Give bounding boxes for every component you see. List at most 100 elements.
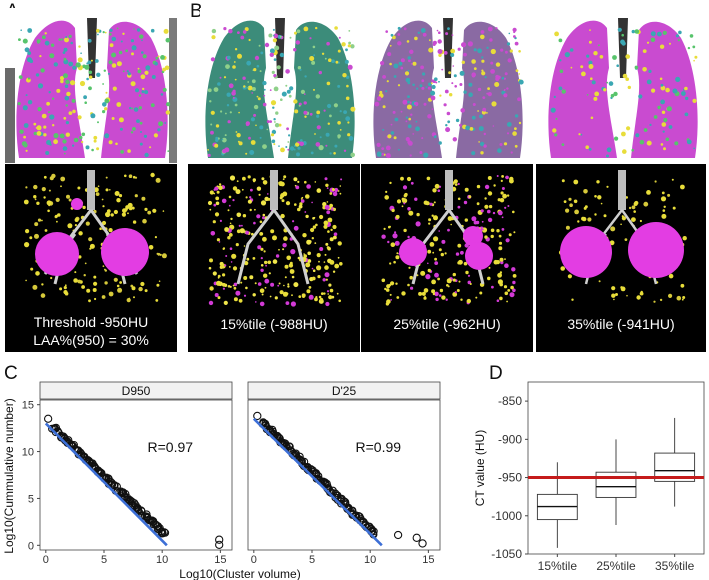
speckle-dot <box>432 292 436 296</box>
speckle-dot <box>59 76 65 81</box>
speckle-dot <box>239 228 245 234</box>
speckle-dot <box>423 152 429 158</box>
speckle-dot <box>347 121 350 124</box>
speckle-dot <box>285 146 288 148</box>
speckle-dot <box>327 230 330 233</box>
speckle-dot <box>323 292 326 295</box>
speckle-dot <box>250 117 255 122</box>
speckle-dot <box>432 251 435 254</box>
speckle-dot <box>423 200 428 205</box>
speckle-dot <box>157 55 160 58</box>
speckle-dot <box>559 69 564 74</box>
speckle-dot <box>480 34 485 40</box>
speckle-dot <box>32 284 38 290</box>
speckle-dot <box>486 112 488 114</box>
speckle-dot <box>660 83 664 87</box>
scatter-point <box>215 540 224 549</box>
speckle-dot <box>606 185 609 188</box>
speckle-dot <box>319 214 324 220</box>
speckle-dot <box>660 85 666 91</box>
speckle-dot <box>216 280 222 286</box>
speckle-dot <box>217 276 220 279</box>
speckle-dot <box>380 61 385 66</box>
speckle-dot <box>29 236 33 240</box>
speckle-dot <box>459 70 465 76</box>
speckle-dot <box>298 104 301 107</box>
speckle-dot <box>458 280 461 283</box>
speckle-dot <box>390 33 394 37</box>
render-3d-b1: 15%tile (-988HU) <box>188 164 360 352</box>
speckle-dot <box>578 133 581 136</box>
speckle-dot <box>77 186 81 190</box>
speckle-dot <box>227 236 231 240</box>
speckle-dot <box>567 274 572 279</box>
speckle-dot <box>408 210 414 216</box>
speckle-dot <box>142 87 145 91</box>
speckle-dot <box>53 139 58 145</box>
speckle-dot <box>72 144 75 147</box>
ct-lung-svg-b1 <box>205 18 356 159</box>
speckle-dot <box>398 148 400 151</box>
speckle-dot <box>244 261 249 266</box>
speckle-dot <box>350 106 356 112</box>
speckle-dot <box>262 80 267 86</box>
speckle-dot <box>126 298 131 303</box>
x-tick-label: 25%tile <box>596 559 636 573</box>
speckle-dot <box>397 33 401 36</box>
speckle-dot <box>598 44 600 47</box>
speckle-dot <box>382 105 386 109</box>
speckle-dot <box>127 149 131 153</box>
speckle-dot <box>266 120 270 124</box>
speckle-dot <box>120 150 124 154</box>
speckle-dot <box>646 41 650 44</box>
speckle-dot <box>461 60 465 64</box>
speckle-dot <box>224 264 227 267</box>
speckle-dot <box>327 217 333 223</box>
speckle-dot <box>401 291 406 296</box>
speckle-dot <box>506 300 508 303</box>
speckle-dot <box>243 85 246 88</box>
speckle-dot <box>288 134 291 137</box>
speckle-dot <box>212 271 217 276</box>
speckle-dot <box>654 180 657 183</box>
plot-frame <box>247 399 441 551</box>
speckle-dot <box>596 180 600 184</box>
speckle-dot <box>427 86 431 90</box>
speckle-dot <box>263 273 268 278</box>
speckle-dot <box>77 115 82 120</box>
speckle-dot <box>503 93 508 98</box>
speckle-dot <box>91 148 94 152</box>
speckle-dot <box>236 180 239 183</box>
speckle-dot <box>504 258 506 260</box>
speckle-dot <box>46 140 52 145</box>
speckle-dot <box>316 114 320 118</box>
speckle-dot <box>646 140 652 146</box>
speckle-dot <box>50 276 53 280</box>
speckle-dot <box>464 218 468 222</box>
scatter-point <box>215 535 224 544</box>
speckle-dot <box>42 35 46 40</box>
speckle-dot <box>78 255 82 259</box>
speckle-dot <box>97 33 99 36</box>
caption-b1: 15%tile (-988HU) <box>220 316 328 332</box>
x-tick-label: 0 <box>251 554 257 566</box>
speckle-dot <box>316 253 321 258</box>
speckle-dot <box>269 52 274 57</box>
speckle-dot <box>594 195 597 198</box>
speckle-dot <box>434 257 437 261</box>
speckle-dot <box>518 73 520 75</box>
speckle-dot <box>263 250 266 253</box>
speckle-dot <box>593 96 598 101</box>
speckle-dot <box>72 65 77 70</box>
speckle-dot <box>211 35 216 40</box>
speckle-dot <box>321 52 325 55</box>
speckle-dot <box>35 73 40 77</box>
speckle-dot <box>437 39 442 44</box>
speckle-dot <box>140 281 145 287</box>
speckle-dot <box>249 196 252 199</box>
speckle-dot <box>228 195 232 199</box>
speckle-dot <box>259 220 263 224</box>
speckle-dot <box>393 75 397 78</box>
speckle-dot <box>84 64 90 70</box>
speckle-dot <box>393 136 397 140</box>
